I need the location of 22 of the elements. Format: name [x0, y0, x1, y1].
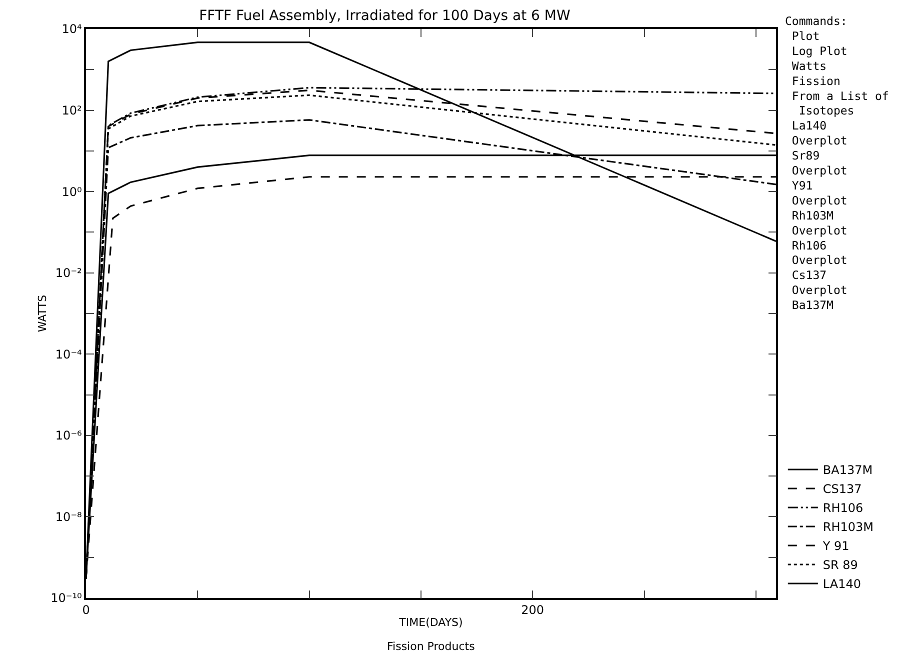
y-axis-title: WATTS [36, 294, 49, 332]
legend-label: LA140 [822, 577, 861, 592]
x-tick-label: 200 [521, 603, 544, 618]
legend-label: SR 89 [822, 558, 858, 572]
y-tick-label: 10⁻¹⁰ [50, 591, 82, 606]
y-tick-label: 10⁻² [55, 266, 82, 280]
y-tick-label: 10⁻⁴ [55, 347, 82, 362]
y-tick-label: 10⁻⁸ [55, 510, 82, 524]
legend-label: RH103M [822, 520, 874, 534]
y-tick-label: 10⁻⁶ [55, 428, 82, 443]
text: Fission Products [387, 640, 476, 653]
y-tick-label: 10⁴ [62, 22, 82, 36]
legend-label: CS137 [822, 482, 862, 496]
legend-label: BA137M [822, 463, 873, 478]
legend-label: Y 91 [822, 539, 850, 554]
text: Commands: Plot Log Plot Watts Fission From a List of Isotopes La140 Overplot Sr89 Overplot Y91 Overplot Rh103M Overplot Rh106 Overplot Cs137 Overplot Ba137M [785, 14, 889, 312]
legend-label: RH106 [822, 501, 864, 516]
y-tick-label: 10² [62, 103, 82, 118]
chart-title: FFTF Fuel Assembly, Irradiated for 100 Days at 6 MW [199, 8, 570, 24]
x-axis-title: TIME(DAYS) [398, 616, 463, 629]
y-tick-label: 10⁰ [62, 184, 82, 199]
x-tick-label: 0 [82, 603, 90, 618]
